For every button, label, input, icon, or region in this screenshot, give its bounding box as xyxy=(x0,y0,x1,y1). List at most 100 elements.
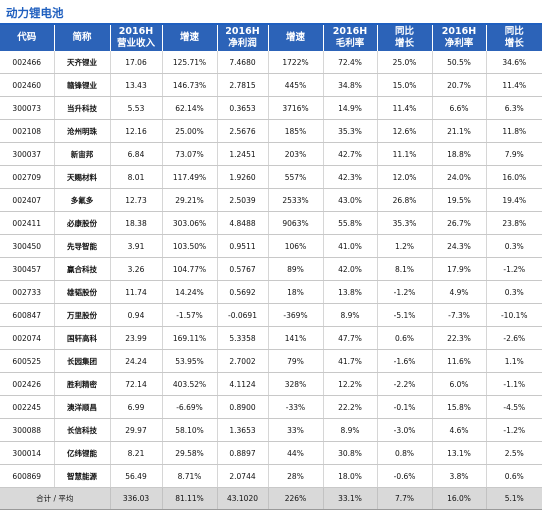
cell-profit-growth: 44% xyxy=(268,441,324,465)
header-line2: 净利润 xyxy=(228,38,257,49)
cell-gross-margin: 42.3% xyxy=(323,165,378,189)
header-line1: 代码 xyxy=(17,32,37,43)
cell-revenue: 3.26 xyxy=(110,257,163,281)
cell-net-profit: 2.7002 xyxy=(217,349,269,373)
cell-net-profit: 5.3358 xyxy=(217,326,269,350)
table-row: 002709 天赐材料 8.01 117.49% 1.9260 557% 42.3% 12.0… xyxy=(0,165,542,189)
cell-net-margin: 6.6% xyxy=(432,96,487,120)
cell-revenue: 3.91 xyxy=(110,234,163,258)
cell-revenue: 29.97 xyxy=(110,418,163,442)
total-cell: 81.11% xyxy=(162,487,218,510)
cell-name: 必康股份 xyxy=(54,211,111,235)
cell-net-profit: 4.8488 xyxy=(217,211,269,235)
cell-net-margin: 19.5% xyxy=(432,188,487,212)
cell-gross-margin-yoy: -2.2% xyxy=(377,372,433,396)
cell-net-margin: 6.0% xyxy=(432,372,487,396)
table-row: 600847 万里股份 0.94 -1.57% -0.0691 -369% 8.9% -5.1… xyxy=(0,303,542,327)
cell-profit-growth: 445% xyxy=(268,73,324,97)
table-row: 002245 澳洋顺昌 6.99 -6.69% 0.8900 -33% 22.2% -0.1%… xyxy=(0,395,542,419)
cell-profit-growth: 2533% xyxy=(268,188,324,212)
header-line1: 简称 xyxy=(72,32,92,43)
cell-net-profit: 0.9511 xyxy=(217,234,269,258)
table-row: 300037 新宙邦 6.84 73.07% 1.2451 203% 42.7% 11.1% 1… xyxy=(0,142,542,166)
cell-name: 澳洋顺昌 xyxy=(54,395,111,419)
cell-net-profit: 1.9260 xyxy=(217,165,269,189)
cell-revenue: 6.99 xyxy=(110,395,163,419)
header-revenue-growth: 增速 xyxy=(162,25,218,51)
cell-revenue: 23.99 xyxy=(110,326,163,350)
cell-gross-margin: 30.8% xyxy=(323,441,378,465)
cell-name: 沧州明珠 xyxy=(54,119,111,143)
table-footer: 合计 / 平均 336.03 81.11% 43.1020 226% 33.1%… xyxy=(0,487,542,510)
cell-net-profit: 7.4680 xyxy=(217,51,269,74)
table-row: 002426 胜利精密 72.14 403.52% 4.1124 328% 12.2% -2.… xyxy=(0,372,542,396)
cell-net-margin: 13.1% xyxy=(432,441,487,465)
cell-revenue-growth: 146.73% xyxy=(162,73,218,97)
cell-profit-growth: 106% xyxy=(268,234,324,258)
header-name: 简称 xyxy=(54,25,111,51)
cell-profit-growth: -33% xyxy=(268,395,324,419)
cell-revenue: 18.38 xyxy=(110,211,163,235)
cell-net-margin-yoy: 23.8% xyxy=(486,211,542,235)
cell-name: 长信科技 xyxy=(54,418,111,442)
header-line1: 2016H xyxy=(118,26,154,37)
table-row: 002466 天齐锂业 17.06 125.71% 7.4680 1722% 72.4% 25… xyxy=(0,51,542,74)
table-row: 300450 先导智能 3.91 103.50% 0.9511 106% 41.0% 1.2%… xyxy=(0,234,542,258)
header-gross-margin-yoy: 同比 增长 xyxy=(377,25,433,51)
header-profit-growth: 增速 xyxy=(268,25,324,51)
cell-revenue: 0.94 xyxy=(110,303,163,327)
cell-code: 300014 xyxy=(0,441,55,465)
header-line1: 2016H xyxy=(225,26,260,37)
cell-gross-margin-yoy: 25.0% xyxy=(377,51,433,74)
header-line2: 营业收入 xyxy=(116,38,155,49)
cell-name: 赣锋锂业 xyxy=(54,73,111,97)
cell-gross-margin-yoy: 1.2% xyxy=(377,234,433,258)
cell-code: 002407 xyxy=(0,188,55,212)
cell-net-margin: 24.3% xyxy=(432,234,487,258)
cell-profit-growth: 9063% xyxy=(268,211,324,235)
cell-profit-growth: 28% xyxy=(268,464,324,488)
cell-gross-margin: 8.9% xyxy=(323,418,378,442)
cell-profit-growth: 185% xyxy=(268,119,324,143)
cell-gross-margin-yoy: -0.6% xyxy=(377,464,433,488)
cell-net-margin-yoy: 11.4% xyxy=(486,73,542,97)
cell-profit-growth: 557% xyxy=(268,165,324,189)
cell-profit-growth: 79% xyxy=(268,349,324,373)
total-cell: 33.1% xyxy=(323,487,378,510)
header-net-profit: 2016H 净利润 xyxy=(217,25,269,51)
cell-revenue: 8.01 xyxy=(110,165,163,189)
cell-net-profit: 2.5039 xyxy=(217,188,269,212)
cell-code: 300088 xyxy=(0,418,55,442)
total-row: 合计 / 平均 336.03 81.11% 43.1020 226% 33.1%… xyxy=(0,487,542,510)
total-cell: 43.1020 xyxy=(217,487,269,510)
cell-name: 万里股份 xyxy=(54,303,111,327)
cell-gross-margin-yoy: -1.6% xyxy=(377,349,433,373)
title-underline xyxy=(0,23,542,25)
table-row: 600525 长园集团 24.24 53.95% 2.7002 79% 41.7% -1.6%… xyxy=(0,349,542,373)
table-row: 002411 必康股份 18.38 303.06% 4.8488 9063% 55.8% 35… xyxy=(0,211,542,235)
cell-net-margin-yoy: 19.4% xyxy=(486,188,542,212)
table-page: 动力锂电池 代码 简称 2016H 营业收入 增速 2016H 净利润 增速 201… xyxy=(0,6,542,510)
total-cell: 226% xyxy=(268,487,324,510)
cell-net-profit: 0.5692 xyxy=(217,280,269,304)
header-line2: 增长 xyxy=(394,38,414,49)
cell-gross-margin: 42.7% xyxy=(323,142,378,166)
total-cell: 16.0% xyxy=(432,487,487,510)
cell-net-margin-yoy: 0.3% xyxy=(486,280,542,304)
cell-net-margin-yoy: 34.6% xyxy=(486,51,542,74)
cell-revenue: 17.06 xyxy=(110,51,163,74)
cell-revenue-growth: -6.69% xyxy=(162,395,218,419)
cell-code: 300457 xyxy=(0,257,55,281)
cell-revenue-growth: -1.57% xyxy=(162,303,218,327)
cell-revenue: 56.49 xyxy=(110,464,163,488)
cell-net-margin-yoy: 11.8% xyxy=(486,119,542,143)
cell-net-margin-yoy: 6.3% xyxy=(486,96,542,120)
table-body: 002466 天齐锂业 17.06 125.71% 7.4680 1722% 72.4% 25… xyxy=(0,51,542,488)
cell-net-margin: 18.8% xyxy=(432,142,487,166)
cell-code: 300450 xyxy=(0,234,55,258)
cell-net-margin: 20.7% xyxy=(432,73,487,97)
cell-revenue-growth: 303.06% xyxy=(162,211,218,235)
total-cell: 336.03 xyxy=(110,487,163,510)
header-code: 代码 xyxy=(0,25,55,51)
cell-name: 智慧能源 xyxy=(54,464,111,488)
